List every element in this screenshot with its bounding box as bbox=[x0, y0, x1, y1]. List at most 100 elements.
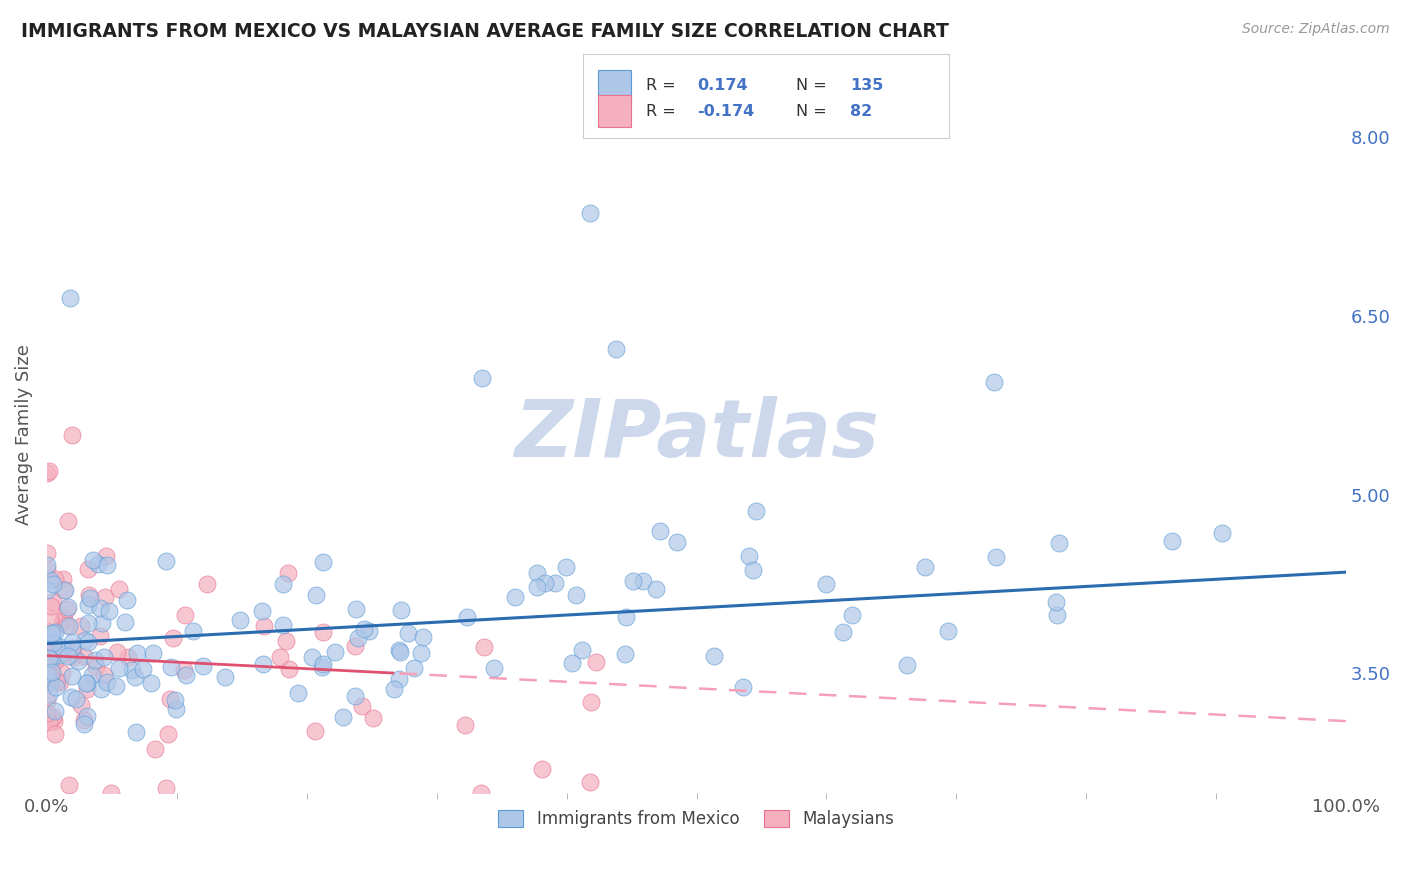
Point bbox=[471, 371, 494, 385]
Point bbox=[42, 636, 65, 650]
Point bbox=[156, 726, 179, 740]
Point bbox=[44, 625, 66, 640]
Point bbox=[45, 653, 67, 667]
Point bbox=[165, 702, 187, 716]
Point bbox=[343, 640, 366, 654]
Point bbox=[76, 676, 98, 690]
Point bbox=[96, 558, 118, 572]
Point bbox=[35, 649, 58, 664]
Point bbox=[831, 625, 853, 640]
Point bbox=[470, 786, 492, 800]
Point bbox=[456, 609, 478, 624]
Point bbox=[76, 709, 98, 723]
Point bbox=[51, 665, 73, 680]
Point bbox=[94, 591, 117, 605]
Point bbox=[1161, 533, 1184, 548]
Point bbox=[96, 674, 118, 689]
Point bbox=[132, 662, 155, 676]
Point bbox=[93, 667, 115, 681]
Point bbox=[38, 687, 60, 701]
Point bbox=[48, 648, 70, 662]
Point bbox=[60, 428, 83, 442]
Point bbox=[613, 647, 636, 661]
Point bbox=[162, 631, 184, 645]
Point bbox=[159, 691, 181, 706]
Point bbox=[38, 715, 60, 730]
Point bbox=[389, 603, 412, 617]
Point bbox=[44, 727, 66, 741]
Point bbox=[631, 574, 654, 588]
Point bbox=[83, 653, 105, 667]
Point bbox=[312, 657, 335, 672]
Point bbox=[42, 714, 65, 728]
Point bbox=[94, 549, 117, 563]
Point bbox=[311, 659, 333, 673]
Point bbox=[896, 658, 918, 673]
Point bbox=[44, 704, 66, 718]
Point bbox=[89, 629, 111, 643]
Point bbox=[39, 674, 62, 689]
Point bbox=[983, 375, 1005, 389]
Point bbox=[564, 588, 586, 602]
Point bbox=[98, 604, 121, 618]
Legend: Immigrants from Mexico, Malaysians: Immigrants from Mexico, Malaysians bbox=[492, 803, 901, 834]
Point bbox=[52, 612, 75, 626]
Point bbox=[39, 671, 62, 685]
Point bbox=[117, 650, 139, 665]
FancyBboxPatch shape bbox=[598, 95, 631, 128]
Point bbox=[344, 689, 367, 703]
Point bbox=[1045, 594, 1067, 608]
Point bbox=[173, 608, 195, 623]
Point bbox=[141, 676, 163, 690]
Point bbox=[914, 560, 936, 574]
Point bbox=[41, 626, 63, 640]
FancyBboxPatch shape bbox=[598, 70, 631, 102]
Point bbox=[73, 648, 96, 663]
Point bbox=[352, 698, 374, 713]
Point bbox=[304, 723, 326, 738]
Point bbox=[90, 681, 112, 696]
Point bbox=[287, 686, 309, 700]
Point bbox=[155, 553, 177, 567]
Text: Source: ZipAtlas.com: Source: ZipAtlas.com bbox=[1241, 22, 1389, 37]
Point bbox=[191, 659, 214, 673]
Point bbox=[312, 555, 335, 569]
Point bbox=[35, 562, 58, 576]
Text: -0.174: -0.174 bbox=[697, 103, 754, 119]
Point bbox=[621, 574, 644, 589]
Point bbox=[252, 618, 274, 632]
Point bbox=[37, 663, 59, 677]
Point bbox=[274, 633, 297, 648]
Point bbox=[579, 775, 602, 789]
Point bbox=[62, 647, 84, 661]
Point bbox=[382, 681, 405, 696]
Point bbox=[605, 342, 627, 356]
Point bbox=[70, 698, 93, 712]
Point bbox=[59, 690, 82, 704]
Point bbox=[73, 713, 96, 727]
Point bbox=[79, 591, 101, 606]
Point bbox=[174, 667, 197, 681]
Point bbox=[73, 717, 96, 731]
Point bbox=[37, 624, 59, 638]
Point bbox=[89, 601, 111, 615]
Point bbox=[396, 626, 419, 640]
Text: R =: R = bbox=[645, 103, 675, 119]
Point bbox=[35, 558, 58, 572]
Point bbox=[195, 577, 218, 591]
Point bbox=[41, 665, 63, 679]
Point bbox=[534, 575, 557, 590]
Point bbox=[269, 650, 291, 665]
Point bbox=[155, 780, 177, 795]
Point bbox=[37, 637, 59, 651]
Point bbox=[229, 613, 252, 627]
Point bbox=[312, 625, 335, 640]
Point bbox=[39, 664, 62, 678]
Point bbox=[323, 645, 346, 659]
Point bbox=[165, 693, 187, 707]
Point bbox=[357, 624, 380, 639]
Point bbox=[181, 624, 204, 638]
Point bbox=[1211, 525, 1233, 540]
Point bbox=[49, 640, 72, 654]
Point bbox=[530, 762, 553, 776]
